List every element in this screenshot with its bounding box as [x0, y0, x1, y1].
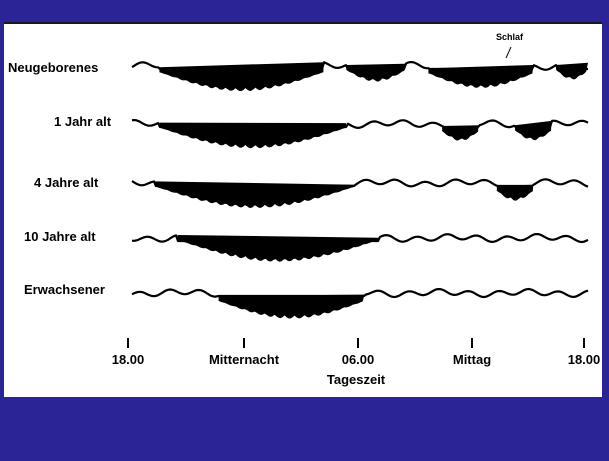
trace-adult [131, 287, 589, 299]
time-label-18-end: 18.00 [568, 352, 601, 367]
sleep-block-1-year-3 [515, 120, 552, 141]
sleep-annotation: Schlaf [496, 32, 524, 42]
trace-newborn [131, 61, 588, 71]
sleep-block-10-years-1 [177, 235, 379, 262]
time-label-noon: Mittag [453, 352, 491, 367]
sleep-block-4-years-2 [496, 184, 534, 201]
time-label-midnight: Mitternacht [209, 352, 280, 367]
sleep-block-1-year-1 [159, 122, 347, 149]
diagram-panel [4, 22, 602, 399]
sleep-block-newborn-4 [556, 62, 588, 80]
sleep-block-newborn-2 [346, 63, 406, 82]
time-axis-ticks [127, 338, 585, 348]
footer-band [0, 397, 609, 461]
trace-4-years [131, 178, 589, 188]
row-label-4-years: 4 Jahre alt [34, 175, 99, 190]
time-label-06: 06.00 [342, 352, 375, 367]
trace-10-years [131, 233, 589, 244]
annotation-pointer [505, 46, 512, 59]
axis-title: Tageszeit [327, 372, 386, 387]
time-label-18-start: 18.00 [112, 352, 145, 367]
title-band [0, 0, 609, 22]
sleep-block-newborn-3 [428, 65, 534, 88]
sleep-traces [131, 61, 589, 319]
sleep-block-adult-1 [218, 294, 365, 319]
sleep-block-4-years-1 [154, 181, 356, 208]
row-label-1-year: 1 Jahr alt [54, 114, 112, 129]
sleep-block-newborn-1 [159, 62, 324, 92]
sleep-block-1-year-2 [442, 125, 479, 141]
trace-1-year [131, 118, 589, 129]
row-label-newborn: Neugeborenes [8, 60, 98, 75]
row-label-10-years: 10 Jahre alt [24, 229, 96, 244]
row-label-adult: Erwachsener [24, 282, 105, 297]
